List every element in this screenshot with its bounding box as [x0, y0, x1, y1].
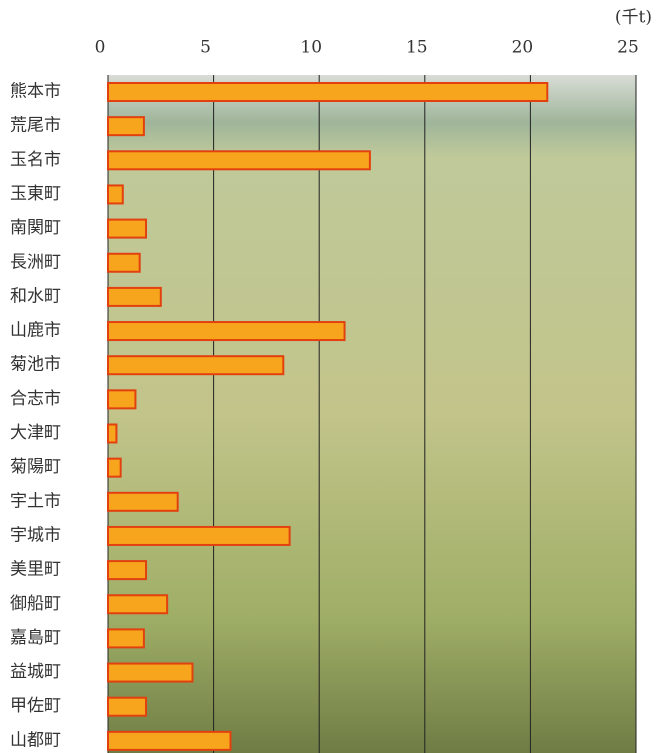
x-tick-label: 20 — [512, 38, 534, 58]
x-tick-label: 10 — [300, 38, 322, 58]
bar — [107, 82, 549, 102]
y-tick-label: 玉東町 — [10, 184, 61, 204]
y-tick-label: 御船町 — [10, 594, 61, 614]
y-tick-label: 山鹿市 — [10, 321, 61, 341]
y-tick-label: 美里町 — [10, 560, 61, 580]
y-tick-label: 甲佐町 — [10, 696, 61, 716]
bar — [107, 457, 122, 478]
y-tick-label: 宇城市 — [10, 525, 61, 545]
x-tick-label: 5 — [200, 38, 211, 58]
x-tick-label: 25 — [617, 38, 639, 58]
background-photo — [108, 75, 636, 753]
bar — [107, 662, 194, 683]
bar — [107, 594, 169, 615]
y-tick-label: 和水町 — [10, 286, 61, 306]
y-tick-label: 菊池市 — [10, 355, 61, 375]
bar — [107, 218, 148, 239]
bar — [107, 252, 141, 273]
y-tick-label: 南関町 — [10, 218, 61, 238]
y-tick-label: 嘉島町 — [10, 628, 61, 648]
bar — [107, 389, 137, 410]
bar — [107, 286, 162, 307]
x-tick-label: 0 — [95, 38, 106, 58]
y-tick-label: 長洲町 — [10, 252, 61, 272]
y-tick-label: 菊陽町 — [10, 457, 61, 477]
bar — [107, 321, 346, 342]
y-tick-label: 大津町 — [10, 423, 61, 443]
bar — [107, 423, 118, 444]
y-tick-label: 益城町 — [10, 662, 61, 682]
bar — [107, 560, 148, 581]
y-tick-label: 熊本市 — [10, 82, 61, 102]
bar — [107, 628, 145, 649]
bar — [107, 525, 291, 546]
y-tick-label: 山都町 — [10, 730, 61, 750]
bar — [107, 116, 145, 137]
unit-label: (千t) — [615, 8, 652, 28]
bar — [107, 355, 285, 376]
x-tick-label: 15 — [406, 38, 428, 58]
bar — [107, 730, 232, 751]
y-tick-label: 玉名市 — [10, 150, 61, 170]
bar — [107, 696, 148, 717]
y-tick-label: 宇土市 — [10, 491, 61, 511]
bar — [107, 150, 371, 171]
y-tick-label: 合志市 — [10, 389, 61, 409]
y-tick-label: 荒尾市 — [10, 116, 61, 136]
bar — [107, 184, 124, 205]
bar — [107, 491, 179, 512]
